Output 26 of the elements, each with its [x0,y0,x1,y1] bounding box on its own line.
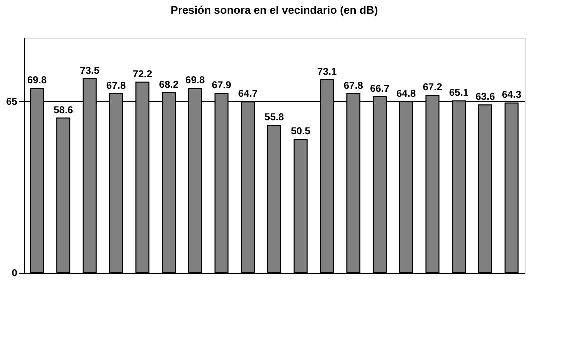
data-label: 73.5 [80,66,100,77]
data-label: 64.7 [238,89,258,100]
chart-title: Presión sonora en el vecindario (en dB) [170,5,378,17]
data-label: 72.2 [132,69,153,80]
data-label: 73.1 [318,66,338,78]
bar [268,125,282,274]
data-label: 67.9 [212,80,232,92]
data-label: 63.6 [476,92,496,104]
data-label: 69.8 [27,76,48,87]
bar [56,118,71,274]
data-label: 67.2 [422,82,443,94]
y-tick-label: 0 [12,268,18,280]
data-label: 66.7 [370,84,390,95]
data-label: 69.8 [186,76,206,87]
data-label: 58.6 [54,105,74,116]
data-label: 55.8 [264,112,285,124]
data-label: 64.8 [396,88,417,100]
y-tick-label: 65 [6,96,18,108]
data-label: 68.2 [159,80,180,91]
bar [294,139,308,274]
data-label: 64.3 [502,90,522,102]
bar [478,104,492,274]
data-label: 50.5 [291,126,312,138]
data-label: 65.1 [449,88,470,100]
data-label: 67.8 [106,80,126,92]
data-label: 67.8 [344,80,364,92]
